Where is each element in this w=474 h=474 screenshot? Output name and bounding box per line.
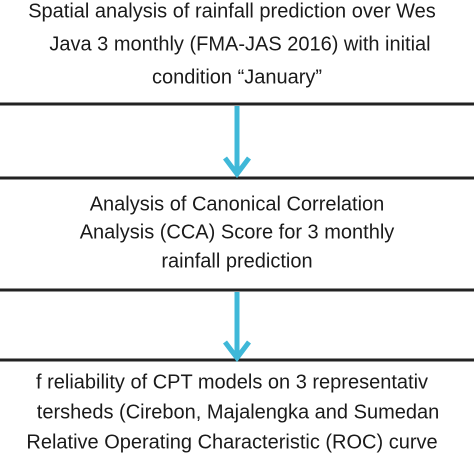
node-text: tersheds (Cirebon, Majalengka and Sumeda… [37, 401, 439, 423]
node-text: rainfall prediction [161, 250, 312, 272]
arrow [223, 106, 251, 179]
node-text: f reliability of CPT models on 3 represe… [36, 371, 428, 393]
node-text: condition “January” [152, 66, 322, 88]
node-text: Relative Operating Characteristic (ROC) … [26, 431, 437, 453]
box [0, 102, 474, 106]
node-text: Analysis of Canonical Correlation [90, 193, 385, 215]
arrow [223, 292, 251, 363]
node-text: Java 3 monthly (FMA-JAS 2016) with initi… [49, 33, 430, 55]
node-text: Spatial analysis of rainfall prediction … [28, 0, 436, 22]
node-text: Analysis (CCA) Score for 3 monthly [80, 221, 395, 243]
